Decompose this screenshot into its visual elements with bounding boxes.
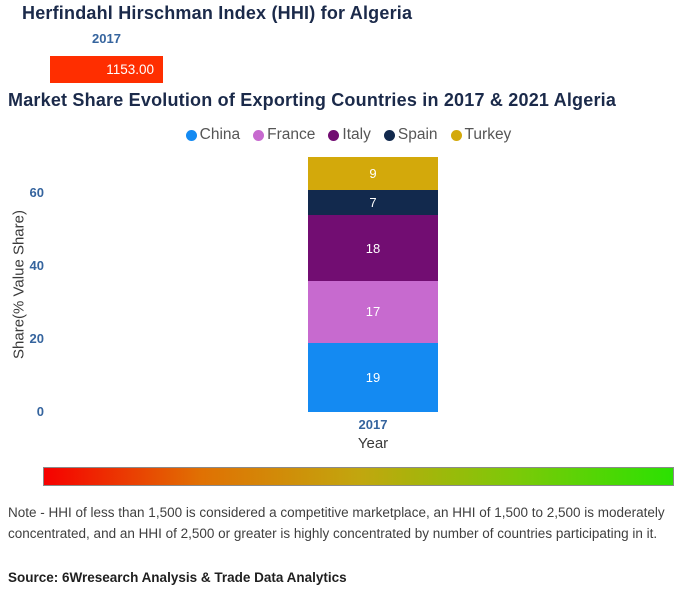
bar-segment-value: 19 <box>365 369 381 385</box>
hhi-value-bar[interactable]: 1153.00 <box>50 56 163 83</box>
hhi-chart-title: Herfindahl Hirschman Index (HHI) for Alg… <box>22 3 413 23</box>
x-tick-2017: 2017 <box>358 417 388 432</box>
bar-segment-turkey[interactable]: 9 <box>308 157 438 190</box>
source-text: Source: 6Wresearch Analysis & Trade Data… <box>8 570 347 585</box>
legend-dot-turkey <box>450 129 462 141</box>
legend-label: Turkey <box>464 126 512 143</box>
legend-item-spain[interactable]: Spain <box>383 126 438 144</box>
x-axis-title: Year <box>357 435 389 452</box>
legend-item-turkey[interactable]: Turkey <box>450 126 512 144</box>
legend-dot-france <box>253 129 265 141</box>
legend-dot-spain <box>383 129 395 141</box>
bar-segment-value: 7 <box>369 195 377 211</box>
legend-label: France <box>267 126 316 143</box>
y-tick-40: 40 <box>29 258 44 274</box>
hhi-value-label: 1153.00 <box>106 62 154 77</box>
bar-segment-spain[interactable]: 7 <box>308 189 438 216</box>
y-tick-0: 0 <box>36 404 44 419</box>
legend-label: China <box>199 126 241 143</box>
legend-item-china[interactable]: China <box>185 126 241 144</box>
legend-dot-china <box>185 129 197 141</box>
note-text: Note - HHI of less than 1,500 is conside… <box>8 505 665 541</box>
market-chart-title: Market Share Evolution of Exporting Coun… <box>8 90 617 110</box>
legend-dot-italy <box>328 129 340 141</box>
y-tick-20: 20 <box>29 331 44 347</box>
bar-segment-china[interactable]: 19 <box>308 342 438 412</box>
bar-segment-value: 18 <box>365 240 381 256</box>
legend-label: Spain <box>397 126 438 143</box>
legend-label: Italy <box>342 126 371 143</box>
bar-segment-value: 9 <box>369 165 377 181</box>
bar-segment-italy[interactable]: 18 <box>308 215 438 281</box>
bar-segment-value: 17 <box>365 304 381 320</box>
legend-item-france[interactable]: France <box>253 126 315 144</box>
hhi-year-label: 2017 <box>92 31 121 46</box>
hhi-scale-gradient <box>43 467 674 486</box>
legend: China France Italy Spain Turkey <box>0 124 697 146</box>
y-tick-60: 60 <box>29 185 44 201</box>
stacked-bar-2017: 19 17 18 7 9 <box>308 157 438 412</box>
plot-area: Share(% Value Share) 0 20 40 60 19 17 18 7 9 <box>0 157 697 419</box>
y-axis-title: Share(% Value Share) <box>10 210 28 359</box>
bar-segment-france[interactable]: 17 <box>308 280 438 343</box>
legend-item-italy[interactable]: Italy <box>328 126 371 144</box>
